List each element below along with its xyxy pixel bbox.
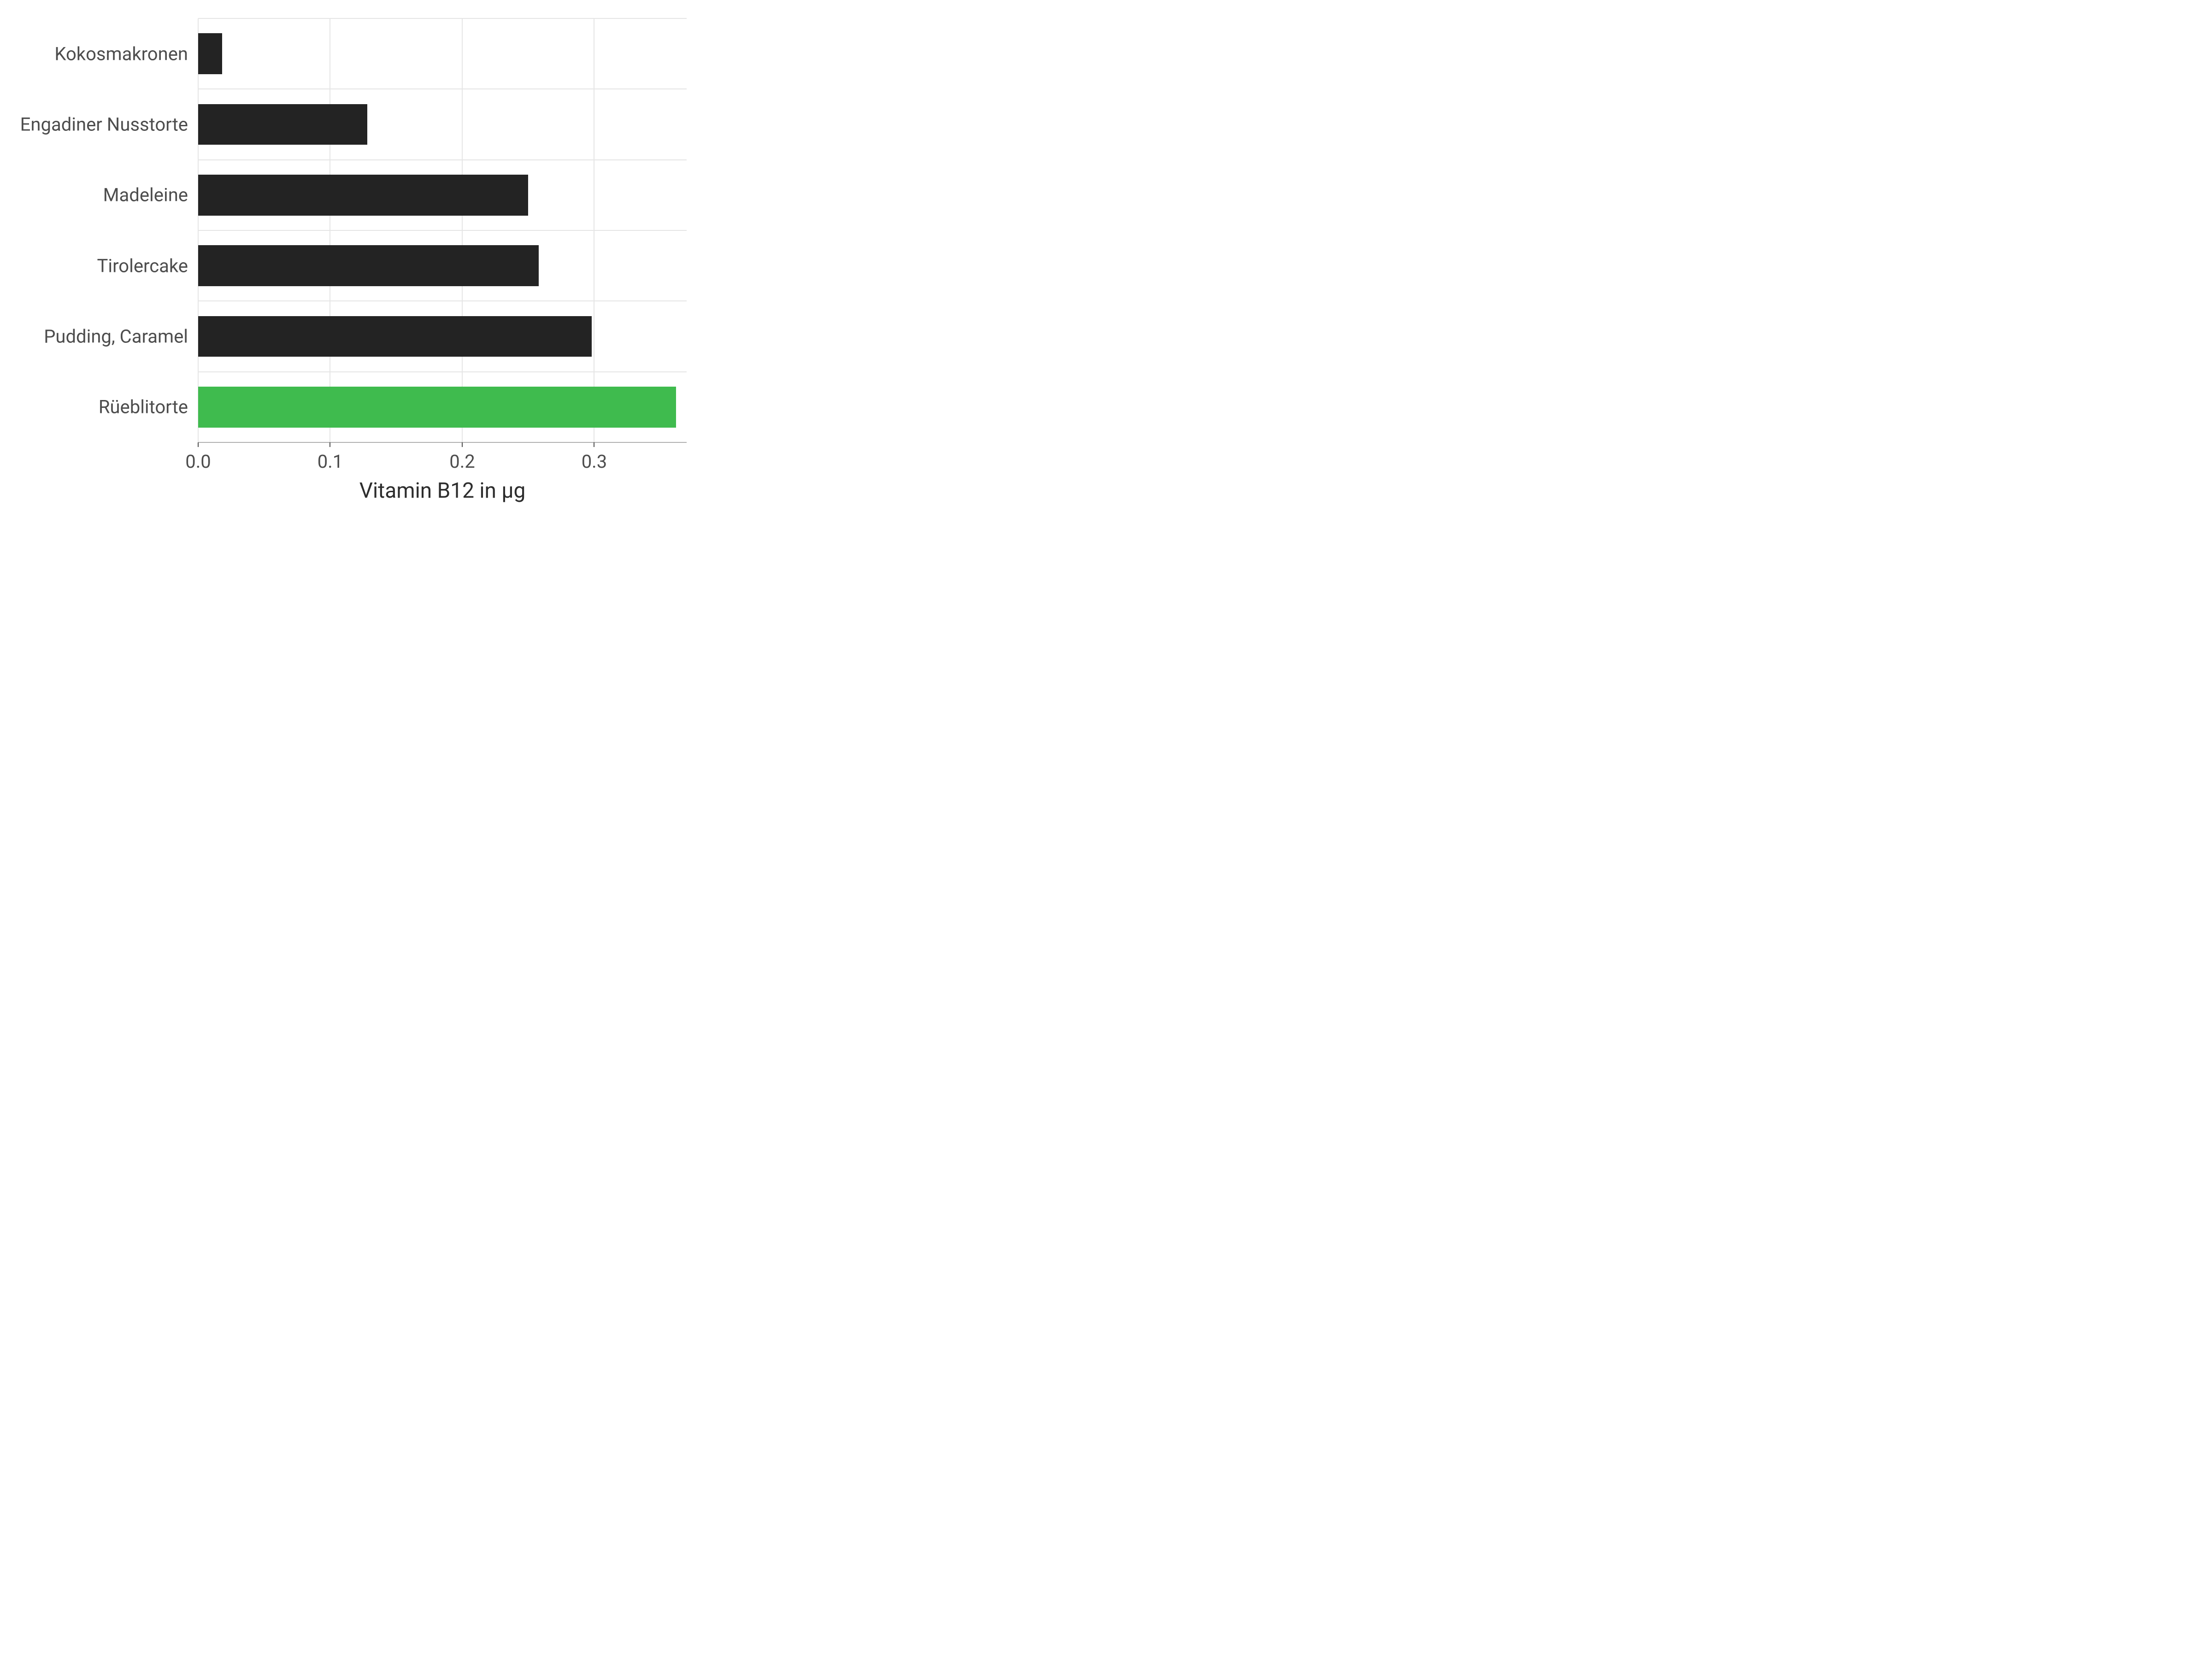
h-gridline [198,300,687,301]
x-axis-title: Vitamin B12 in µg [359,478,526,503]
y-axis-label: Tirolercake [97,255,198,276]
bar [198,316,592,357]
y-axis-label: Rüeblitorte [99,396,198,418]
x-tick-label: 0.3 [582,442,607,472]
bar [198,175,528,216]
x-tick-label: 0.0 [185,442,211,472]
y-axis-label: Pudding, Caramel [44,326,198,347]
v-gridline [329,18,330,442]
y-axis-label: Madeleine [103,184,198,206]
v-gridline [462,18,463,442]
x-tick-label: 0.2 [449,442,475,472]
h-gridline [198,88,687,89]
bar [198,33,222,74]
v-gridline [198,18,199,442]
bar [198,245,539,286]
h-gridline [198,230,687,231]
bar [198,387,676,428]
y-axis-label: Kokosmakronen [54,43,198,65]
x-tick-label: 0.1 [318,442,343,472]
h-gridline [198,18,687,19]
plot-area: KokosmakronenEngadiner NusstorteMadelein… [198,18,687,442]
h-gridline [198,371,687,372]
bar [198,104,367,145]
y-axis-label: Engadiner Nusstorte [20,114,198,135]
h-gridline [198,159,687,160]
x-axis-line [198,442,687,443]
bar-chart: Kokosmakronen Engadiner Nusstorte Madelein… [0,0,700,530]
